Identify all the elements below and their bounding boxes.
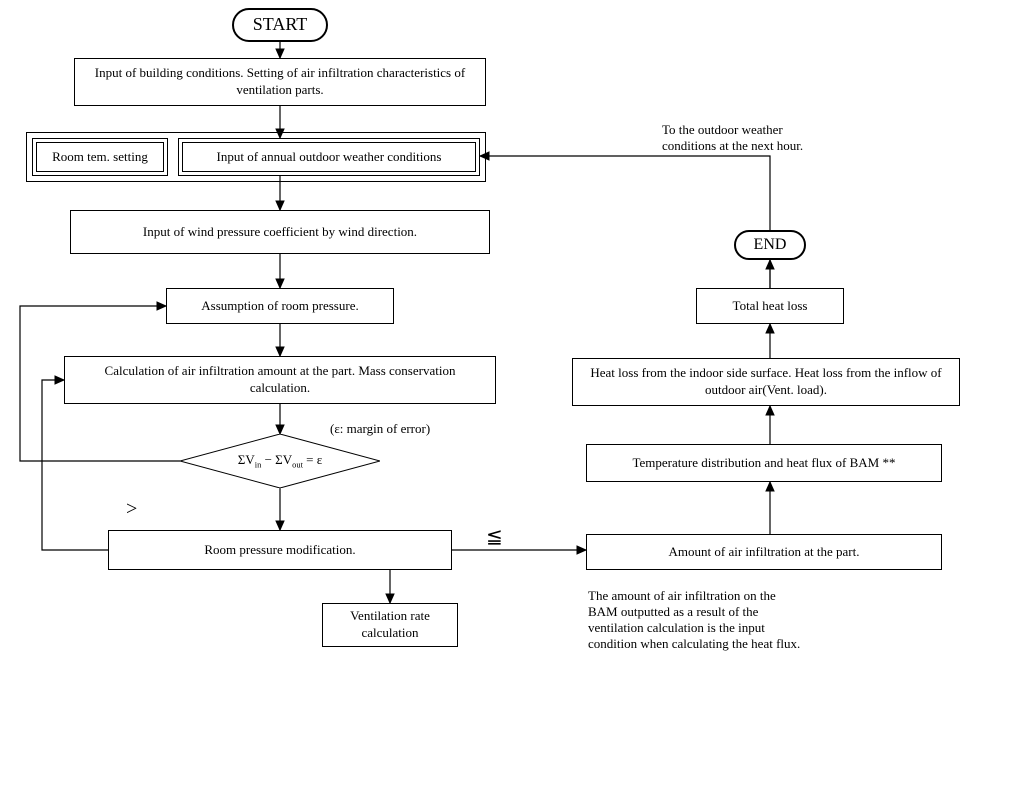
label-eps_note: (ε: margin of error) (330, 421, 430, 437)
node-end: END (734, 230, 806, 260)
node-n1: Input of building conditions. Setting of… (74, 58, 486, 106)
label-le: ≦ (486, 524, 503, 549)
label-bottom_note: The amount of air infiltration on the BA… (588, 588, 800, 652)
node-n10: Heat loss from the indoor side surface. … (572, 358, 960, 406)
node-n9: Temperature distribution and heat flux o… (586, 444, 942, 482)
node-n11: Total heat loss (696, 288, 844, 324)
node-n2a: Room tem. setting (32, 138, 168, 176)
node-n4: Assumption of room pressure. (166, 288, 394, 324)
label-loop_note: To the outdoor weather conditions at the… (662, 122, 803, 154)
node-n6: Room pressure modification. (108, 530, 452, 570)
node-n7: Ventilation rate calculation (322, 603, 458, 647)
node-n3: Input of wind pressure coefficient by wi… (70, 210, 490, 254)
node-n5: Calculation of air infiltration amount a… (64, 356, 496, 404)
d1-label: ΣVin − ΣVout = ε (238, 452, 322, 470)
node-d1: ΣVin − ΣVout = ε (180, 434, 380, 488)
node-n2b: Input of annual outdoor weather conditio… (178, 138, 480, 176)
node-start: START (232, 8, 328, 42)
node-n8: Amount of air infiltration at the part. (586, 534, 942, 570)
label-gt: > (126, 498, 137, 521)
